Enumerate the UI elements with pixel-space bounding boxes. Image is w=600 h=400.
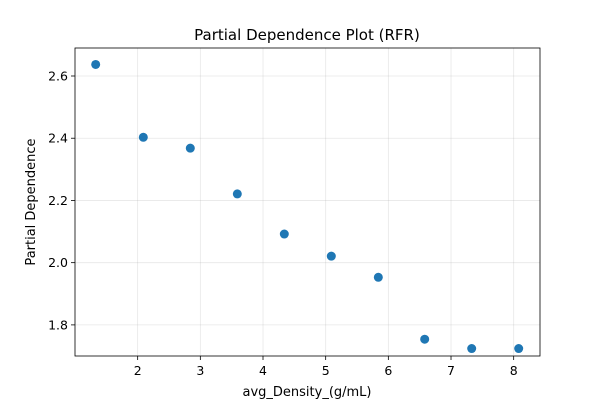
y-tick-label: 2.0 <box>48 255 68 270</box>
x-tick-label: 5 <box>322 363 330 378</box>
data-point <box>91 59 101 69</box>
x-tick-label: 2 <box>134 363 142 378</box>
x-tick-label: 8 <box>510 363 518 378</box>
data-point <box>467 344 477 354</box>
y-axis-ticks: 1.8 2.0 2.2 2.4 2.6 <box>48 69 75 332</box>
x-tick-label: 7 <box>447 363 455 378</box>
x-tick-label: 6 <box>384 363 392 378</box>
data-points <box>91 59 524 354</box>
y-axis-label: Partial Dependence <box>24 138 39 265</box>
data-point <box>514 344 524 354</box>
x-tick-label: 4 <box>259 363 267 378</box>
data-point <box>420 334 430 344</box>
data-point <box>138 132 148 142</box>
data-point <box>279 229 289 239</box>
y-tick-label: 2.2 <box>48 193 68 208</box>
y-tick-label: 2.6 <box>48 69 68 84</box>
data-point <box>232 189 242 199</box>
data-point <box>373 272 383 282</box>
x-axis-label: avg_Density_(g/mL) <box>242 385 371 400</box>
y-tick-label: 1.8 <box>48 317 68 332</box>
y-tick-label: 2.4 <box>48 131 68 146</box>
x-axis-ticks: 2 3 4 5 6 7 8 <box>134 356 518 378</box>
chart-title: Partial Dependence Plot (RFR) <box>194 26 420 44</box>
plot-frame <box>74 47 541 357</box>
data-point <box>185 143 195 153</box>
x-tick-label: 3 <box>196 363 204 378</box>
grid <box>75 48 540 356</box>
data-point <box>326 251 336 261</box>
